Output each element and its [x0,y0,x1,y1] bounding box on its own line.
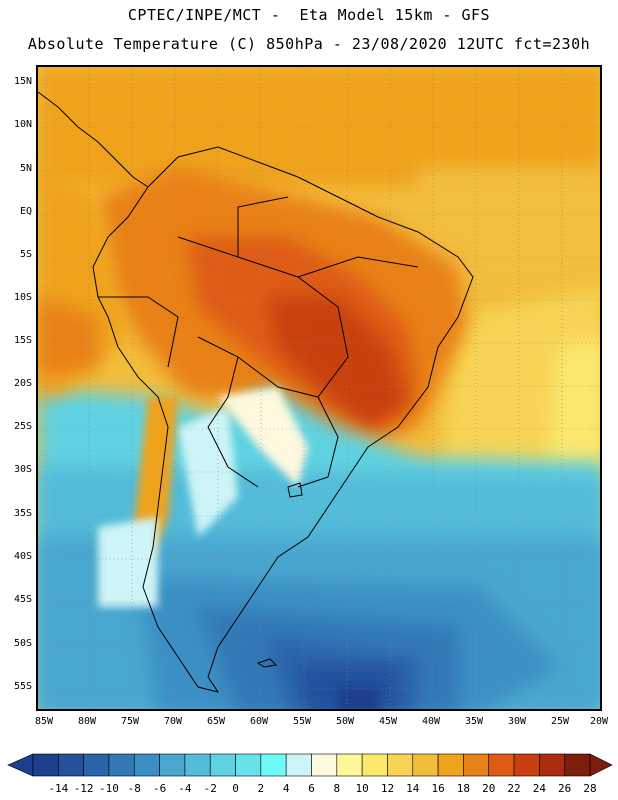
lat-label: 15N [13,76,32,87]
lon-label: 60W [249,716,269,727]
chart-title-line2: Absolute Temperature (C) 850hPa - 23/08/… [27,35,591,53]
lat-label: 5N [19,163,32,174]
lat-label: 40S [13,551,32,562]
colorbar-label: 24 [532,782,546,795]
chart-title-line1: CPTEC/INPE/MCT - Eta Model 15km - GFS [127,6,491,24]
colorbar-label: -4 [178,782,192,795]
colorbar-label: 12 [380,782,395,795]
colorbar-cell [488,753,515,777]
colorbar-cell [159,753,186,777]
colorbar-cell [539,753,565,777]
colorbar-cell [184,753,211,777]
colorbar-cell [513,753,540,777]
colorbar-cell [235,753,262,777]
temperature-map [36,65,602,711]
lat-label: EQ [19,206,32,217]
temperature-field [38,67,600,709]
lat-label: 35S [13,508,32,519]
lon-label: 45W [378,716,398,727]
colorbar-label: 2 [257,782,265,795]
colorbar-label: -8 [127,782,141,795]
lat-label: 45S [13,594,32,605]
colorbar-cell [361,753,388,777]
lon-label: 50W [335,716,355,727]
colorbar-cell [564,753,591,777]
colorbar-cell [437,753,464,777]
colorbar-label: 6 [308,782,315,795]
colorbar-label: 0 [232,782,239,795]
lon-label: 75W [120,716,140,727]
colorbar-label: -12 [73,782,94,795]
colorbar-cell [83,753,110,777]
colorbar-label: -10 [99,782,119,795]
colorbar-cell [387,753,414,777]
lon-label: 65W [206,716,226,727]
lat-label: 50S [13,638,32,649]
colorbar-cells [7,753,613,777]
colorbar-cell [311,753,338,777]
colorbar-label: -14 [48,782,69,795]
colorbar-label: 10 [355,782,369,795]
colorbar-cell [412,753,439,777]
colorbar-cell [32,753,59,777]
colorbar-label: 22 [507,782,521,795]
colorbar-label: 28 [583,782,597,795]
colorbar-cell [108,753,135,777]
colorbar-cell [133,753,160,777]
colorbar-label: 26 [558,782,572,795]
colorbar-label: -2 [203,782,217,795]
lat-label: 30S [13,464,32,475]
colorbar-cell [58,753,84,777]
colorbar-arrow-right [589,753,613,777]
lon-label: 30W [507,716,527,727]
lat-label: 25S [13,421,32,432]
colorbar-label: 16 [431,782,445,795]
colorbar-cell [285,753,312,777]
lon-label: 70W [163,716,183,727]
coastlines-borders [38,91,474,693]
colorbar-cell [209,753,236,777]
lat-label: 15S [13,335,32,346]
lon-label: 40W [421,716,441,727]
colorbar-arrow-left [7,753,34,777]
colorbar-cell [336,753,363,777]
lon-label: 25W [550,716,570,727]
lat-label: 20S [13,378,32,389]
lat-label: 10N [13,119,32,130]
colorbar-label: 8 [333,782,341,795]
lon-label: 80W [77,716,97,727]
colorbar-cell [463,753,490,777]
map-canvas [38,67,600,709]
lon-label: 35W [464,716,484,727]
colorbar-label: 18 [456,782,471,795]
lon-label: 20W [589,716,609,727]
colorbar-label: 20 [482,782,496,795]
colorbar-cell [260,753,287,777]
colorbar-label: -6 [152,782,167,795]
lat-label: 10S [13,292,32,303]
lon-label: 85W [34,716,54,727]
lat-label: 5S [19,249,32,260]
colorbar [7,753,613,777]
lon-label: 55W [292,716,312,727]
colorbar-label: 14 [406,782,420,795]
colorbar-label: 4 [282,782,290,795]
lat-label: 55S [13,681,32,692]
